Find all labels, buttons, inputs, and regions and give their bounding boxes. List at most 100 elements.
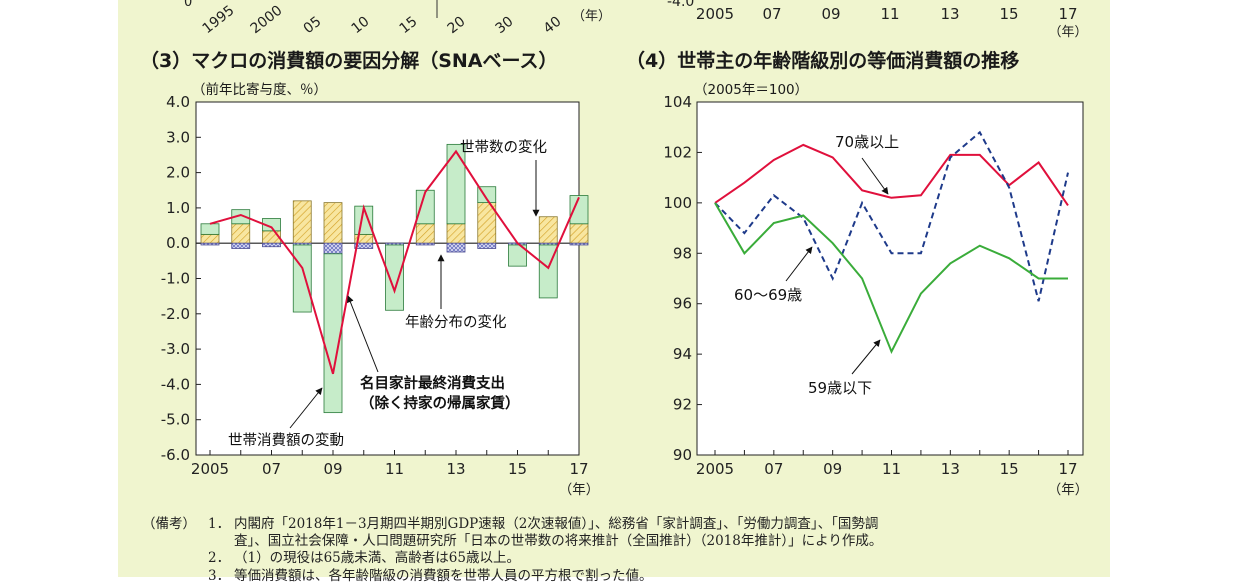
top-left-tick: 15	[397, 14, 421, 38]
bar-age-distribution	[446, 242, 466, 253]
chart3-ytick-label: 2.0	[166, 164, 190, 182]
chart3-annotation-age: 年齢分布の変化	[405, 314, 507, 331]
chart4-arrow	[785, 246, 813, 282]
notes: （備考） 1． 内閣府「2018年1－3月期四半期別GDP速報（2次速報値）」、…	[142, 512, 1102, 584]
chart4-xtick-label: 13	[941, 460, 960, 478]
chart4-xtick-label: 11	[882, 460, 901, 478]
chart3-annotation-households: 世帯数の変化	[460, 139, 547, 156]
top-right-tick: 09	[821, 5, 840, 23]
chart3-xtick-label: 09	[323, 460, 342, 478]
chart4-arrow	[861, 157, 889, 195]
note-2-line-1: （1）の現役は65歳未満、高齢者は65歳以上。	[234, 550, 520, 566]
bar-age-distribution	[354, 242, 374, 249]
bar-household-consumption	[385, 244, 404, 311]
chart3-ytick-label: -3.0	[161, 340, 190, 358]
chart4-plot-area	[696, 101, 1084, 456]
chart3-annotation-household-change: 世帯消費額の変動	[228, 432, 344, 449]
note-2-num: 2．	[208, 550, 231, 566]
top-right-tick: 13	[940, 5, 959, 23]
bar-age-distribution	[231, 242, 251, 249]
bar-household-consumption	[508, 244, 527, 267]
note-1-num: 1．	[208, 516, 231, 532]
chart4-xtick-label: 17	[1058, 460, 1077, 478]
chart4-ytick-label: 94	[673, 345, 692, 363]
top-left-tick: 05	[301, 14, 325, 38]
top-clipped-value: -4.0	[667, 0, 694, 10]
top-left-tick: 2000	[248, 3, 286, 38]
chart3-xtick-label: 13	[446, 460, 465, 478]
note-3-num: 3．	[208, 568, 231, 584]
chart4-ytick-label: 96	[673, 295, 692, 313]
bar-household-consumption	[200, 223, 220, 235]
chart4-ylabel: （2005年＝100）	[694, 82, 808, 98]
chart3-ytick-label: 0.0	[166, 234, 190, 252]
bar-households	[569, 223, 589, 244]
top-left-tick: 1995	[200, 3, 238, 38]
chart3-ytick-label: 4.0	[166, 93, 190, 111]
chart4-label-70plus: 70歳以上	[835, 133, 899, 151]
chart4-xtick-label: 2005	[696, 460, 734, 478]
notes-label: （備考）	[142, 516, 196, 532]
top-left-tick: 20	[445, 14, 469, 38]
note-1-line-2: 査」、国立社会保障・人口問題研究所「日本の世帯数の将来推計（全国推計）（2018…	[234, 533, 883, 549]
chart3-arrow	[289, 387, 323, 429]
chart3-line-consumption	[209, 149, 580, 375]
chart4-label-59under: 59歳以下	[808, 379, 872, 397]
chart4-xtick-label: 07	[764, 460, 783, 478]
chart4-xtick-label: 09	[823, 460, 842, 478]
chart3-xtick-label: 11	[385, 460, 404, 478]
chart3-ytick-label: -2.0	[161, 305, 190, 323]
chart3-xtick-label: 2005	[191, 460, 229, 478]
bar-households	[538, 216, 558, 244]
bar-household-consumption	[415, 189, 435, 225]
bar-households	[415, 223, 435, 244]
chart3-annotation-nominal-sub: （除く持家の帰属家賃）	[360, 394, 520, 412]
chart4-ytick-label: 102	[663, 143, 692, 161]
chart3-ytick-label: -4.0	[161, 375, 190, 393]
bar-households	[323, 202, 343, 244]
chart4-arrow	[851, 339, 881, 375]
top-right-tick: 11	[880, 5, 899, 23]
top-clipped-value: 0	[184, 0, 192, 10]
chart3-ytick-label: 3.0	[166, 128, 190, 146]
note-1-line-1: 内閣府「2018年1－3月期四半期別GDP速報（2次速報値）」、総務省「家計調査…	[234, 516, 879, 532]
bar-households	[231, 223, 251, 244]
chart3-ytick-label: -6.0	[161, 446, 190, 464]
bar-household-consumption	[292, 244, 312, 313]
chart3-xtick-label: 17	[569, 460, 588, 478]
bar-age-distribution	[323, 242, 343, 255]
bar-households	[446, 223, 466, 244]
chart4-line-70plus	[714, 143, 1069, 206]
top-right-tick: 15	[999, 5, 1018, 23]
bar-age-distribution	[477, 242, 497, 249]
chart3-xtick-label: 07	[262, 460, 281, 478]
chart3-xtick-label: 15	[508, 460, 527, 478]
chart4-ytick-label: 100	[663, 194, 692, 212]
chart4-ytick-label: 92	[673, 396, 692, 414]
chart4-label-60-69: 60〜69歳	[734, 286, 802, 304]
top-right-unit: （年）	[1048, 25, 1087, 40]
top-left-tick: 10	[349, 14, 373, 38]
top-right-tick: 07	[762, 5, 781, 23]
chart4-line-59under	[714, 202, 1068, 355]
chart4-xlabel: （年）	[1048, 482, 1089, 498]
chart3-annotation-nominal: 名目家計最終消費支出	[360, 374, 505, 392]
chart3: 4.0 3.0 2.0 1.0 0.0 -1.0 -2.0 -3.0 -4.0 -5.0 -6.02…	[161, 93, 600, 498]
top-right-tick: 2005	[696, 5, 734, 23]
chart3-arrow	[347, 295, 379, 373]
chart3-ytick-label: 1.0	[166, 199, 190, 217]
bar-age-distribution	[262, 242, 281, 248]
chart3-ytick-label: -5.0	[161, 411, 190, 429]
bar-household-consumption	[446, 143, 466, 225]
chart3-ylabel: （前年比寄与度、％）	[192, 81, 327, 98]
chart3-xlabel: （年）	[559, 482, 600, 498]
chart4-ytick-label: 104	[663, 93, 692, 111]
chart4-ytick-label: 90	[673, 446, 692, 464]
top-right-tick: 17	[1058, 5, 1077, 23]
top-left-unit: （年）	[572, 9, 611, 24]
chart4-title: （4）世帯主の年齢階級別の等価消費額の推移	[626, 49, 1019, 72]
chart4-xtick-label: 15	[1000, 460, 1019, 478]
